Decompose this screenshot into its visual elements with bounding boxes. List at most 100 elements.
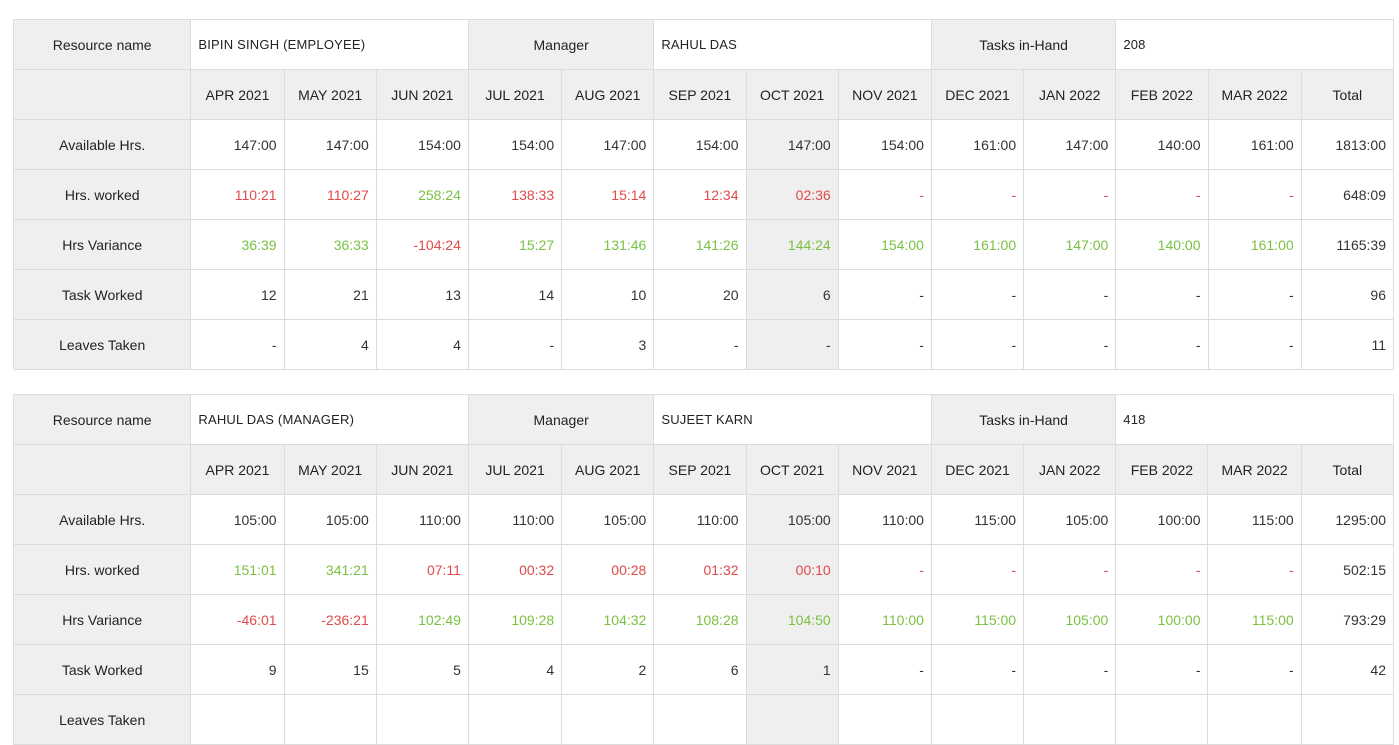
leaves-taken-row-label: Leaves Taken: [12, 694, 192, 745]
value-cell: -: [930, 319, 1025, 370]
value-cell: 4: [283, 319, 377, 370]
value-cell: -104:24: [375, 219, 469, 270]
value-cell: 154:00: [837, 219, 932, 270]
value-cell: -: [930, 544, 1025, 595]
value-cell: -: [1115, 319, 1209, 370]
value-cell: 14: [467, 269, 563, 320]
value-cell: -: [1115, 169, 1209, 220]
month-header-cell: JAN 2022: [1023, 69, 1117, 120]
value-cell: -: [1023, 644, 1117, 695]
value-cell: -: [1115, 269, 1209, 320]
value-cell: 07:11: [375, 544, 469, 595]
hours-variance-row-label: Hrs Variance: [12, 219, 192, 270]
value-cell: -: [1207, 269, 1302, 320]
value-cell: 36:33: [283, 219, 377, 270]
month-header-cell: AUG 2021: [561, 69, 655, 120]
month-header-cell: NOV 2021: [837, 444, 932, 495]
hours-worked-row: Hrs. worked 110:21 110:27 258:24 138:33 15:14…: [12, 169, 1395, 220]
value-cell: 109:28: [467, 594, 563, 645]
month-header-cell: Total: [1300, 444, 1395, 495]
value-cell: 6: [745, 269, 839, 320]
month-header-cell: MAR 2022: [1207, 69, 1302, 120]
month-header-corner: [12, 444, 192, 495]
month-header-cell: DEC 2021: [930, 444, 1025, 495]
value-cell: 147:00: [745, 119, 839, 170]
value-cell: -: [1207, 319, 1302, 370]
value-cell: 6: [653, 644, 747, 695]
manager-label: Manager: [467, 19, 655, 70]
value-cell: 105:00: [745, 494, 839, 545]
resource-table-2: Resource name RAHUL DAS (MANAGER) Manager S…: [12, 394, 1395, 745]
leaves-taken-row-label: Leaves Taken: [12, 319, 192, 370]
tasks-in-hand-label: Tasks in-Hand: [930, 394, 1117, 445]
value-cell: 115:00: [930, 594, 1025, 645]
value-cell: 105:00: [190, 494, 285, 545]
value-cell: -: [837, 319, 932, 370]
value-cell: [190, 694, 285, 745]
manager-label: Manager: [467, 394, 655, 445]
task-worked-row-label: Task Worked: [12, 269, 192, 320]
value-cell: -: [1207, 644, 1302, 695]
available-hours-row-label: Available Hrs.: [12, 494, 192, 545]
value-cell: 96: [1300, 269, 1395, 320]
value-cell: 3: [561, 319, 655, 370]
value-cell: 104:32: [561, 594, 655, 645]
value-cell: 131:46: [561, 219, 655, 270]
month-header-cell: JUL 2021: [467, 69, 563, 120]
value-cell: -: [653, 319, 747, 370]
value-cell: 161:00: [1207, 119, 1302, 170]
value-cell: 140:00: [1115, 219, 1209, 270]
value-cell: 01:32: [653, 544, 747, 595]
leaves-taken-row: Leaves Taken -4 4-3- - - - - - -11: [12, 319, 1395, 370]
value-cell: -: [1115, 544, 1209, 595]
month-header-cell: MAY 2021: [283, 69, 377, 120]
value-cell: [283, 694, 377, 745]
value-cell: 115:00: [1207, 494, 1302, 545]
value-cell: 147:00: [283, 119, 377, 170]
month-header-cell: AUG 2021: [561, 444, 655, 495]
value-cell: 15:27: [467, 219, 563, 270]
available-hours-row: Available Hrs. 147:00 147:00 154:00 154:00 14…: [12, 119, 1395, 170]
available-hours-row-label: Available Hrs.: [12, 119, 192, 170]
value-cell: 12:34: [653, 169, 747, 220]
month-header-row: APR 2021 MAY 2021 JUN 2021 JUL 2021 AUG 2021…: [12, 444, 1395, 495]
value-cell: 1165:39: [1300, 219, 1395, 270]
value-cell: 100:00: [1115, 494, 1209, 545]
value-cell: 105:00: [1023, 494, 1117, 545]
value-cell: 100:00: [1115, 594, 1209, 645]
value-cell: -236:21: [283, 594, 377, 645]
value-cell: -: [1207, 544, 1302, 595]
value-cell: 1295:00: [1300, 494, 1395, 545]
manager-value: RAHUL DAS: [653, 19, 932, 70]
value-cell: 147:00: [1023, 219, 1117, 270]
resource-header-row: Resource name BIPIN SINGH (EMPLOYEE) Manag…: [12, 19, 1394, 70]
value-cell: 36:39: [190, 219, 285, 270]
value-cell: 108:28: [653, 594, 747, 645]
value-cell: 154:00: [653, 119, 747, 170]
report-table: Resource name RAHUL DAS (MANAGER) Manager S…: [12, 394, 1395, 745]
resource-name-value: BIPIN SINGH (EMPLOYEE): [190, 19, 469, 70]
value-cell: 110:00: [653, 494, 747, 545]
value-cell: 161:00: [1207, 219, 1302, 270]
hours-worked-row-label: Hrs. worked: [12, 544, 192, 595]
value-cell: 42: [1300, 644, 1395, 695]
value-cell: 258:24: [375, 169, 469, 220]
value-cell: 115:00: [930, 494, 1025, 545]
value-cell: [561, 694, 655, 745]
value-cell: 15:14: [561, 169, 655, 220]
value-cell: 140:00: [1115, 119, 1209, 170]
resource-name-value: RAHUL DAS (MANAGER): [190, 394, 469, 445]
value-cell: 00:32: [467, 544, 563, 595]
value-cell: [1115, 694, 1209, 745]
value-cell: 110:00: [837, 594, 932, 645]
value-cell: -: [837, 169, 932, 220]
value-cell: [375, 694, 469, 745]
value-cell: 110:00: [837, 494, 932, 545]
value-cell: 110:21: [190, 169, 285, 220]
month-header-cell: OCT 2021: [745, 444, 839, 495]
value-cell: 00:28: [561, 544, 655, 595]
month-header-cell: OCT 2021: [745, 69, 839, 120]
hours-variance-row-label: Hrs Variance: [12, 594, 192, 645]
value-cell: -: [837, 544, 932, 595]
value-cell: 21: [283, 269, 377, 320]
